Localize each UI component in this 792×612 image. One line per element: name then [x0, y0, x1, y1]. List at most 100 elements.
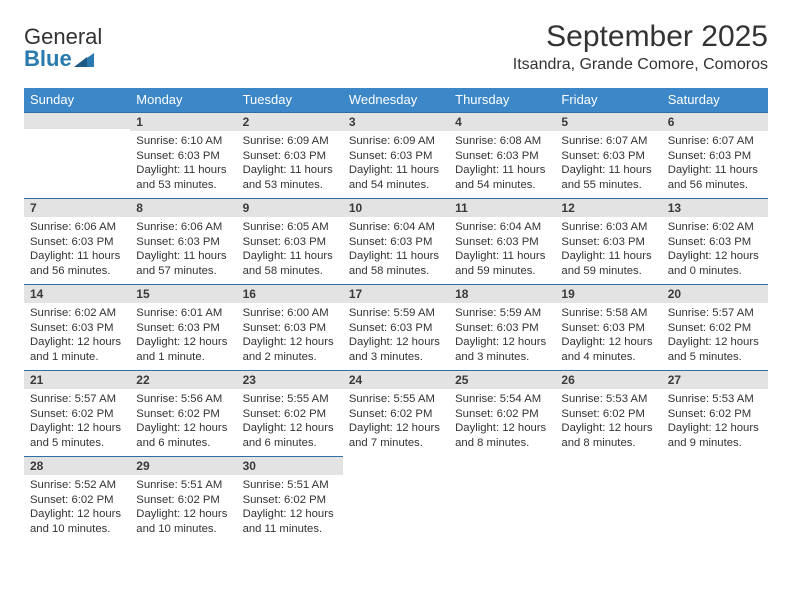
sunrise-value: 6:06 AM — [75, 221, 116, 233]
sunset-line: Sunset: 6:02 PM — [561, 407, 655, 422]
daylight-line: Daylight: 11 hours and 58 minutes. — [243, 249, 337, 278]
calendar-row: 7Sunrise: 6:06 AMSunset: 6:03 PMDaylight… — [24, 198, 768, 284]
sunset-value: 6:02 PM — [390, 408, 432, 420]
day-details: Sunrise: 5:54 AMSunset: 6:02 PMDaylight:… — [449, 389, 555, 453]
calendar-cell — [24, 112, 130, 198]
sunrise-value: 6:08 AM — [500, 135, 541, 147]
sunset-value: 6:03 PM — [603, 236, 645, 248]
daylight-line: Daylight: 11 hours and 53 minutes. — [136, 163, 230, 192]
title-block: September 2025 Itsandra, Grande Comore, … — [513, 20, 768, 84]
day-details: Sunrise: 6:06 AMSunset: 6:03 PMDaylight:… — [24, 217, 130, 281]
sunset-line: Sunset: 6:03 PM — [243, 321, 337, 336]
sunrise-line: Sunrise: 6:01 AM — [136, 306, 230, 321]
day-number: 12 — [555, 198, 661, 217]
sunset-line: Sunset: 6:03 PM — [243, 149, 337, 164]
daylight-prefix: Daylight: — [561, 422, 608, 434]
sunset-prefix: Sunset: — [349, 150, 390, 162]
sunset-prefix: Sunset: — [243, 322, 284, 334]
day-number: 17 — [343, 284, 449, 303]
sunset-value: 6:03 PM — [390, 322, 432, 334]
sunset-line: Sunset: 6:03 PM — [561, 235, 655, 250]
sunset-line: Sunset: 6:02 PM — [243, 407, 337, 422]
calendar-cell: 19Sunrise: 5:58 AMSunset: 6:03 PMDayligh… — [555, 284, 661, 370]
daylight-line: Daylight: 11 hours and 56 minutes. — [668, 163, 762, 192]
daylight-prefix: Daylight: — [561, 164, 608, 176]
daylight-line: Daylight: 11 hours and 59 minutes. — [561, 249, 655, 278]
sunrise-value: 6:03 AM — [606, 221, 647, 233]
daylight-line: Daylight: 12 hours and 5 minutes. — [30, 421, 124, 450]
daylight-line: Daylight: 12 hours and 3 minutes. — [349, 335, 443, 364]
calendar-cell — [662, 456, 768, 542]
month-title: September 2025 — [513, 20, 768, 54]
sunset-value: 6:02 PM — [71, 408, 113, 420]
day-number: 25 — [449, 370, 555, 389]
sunset-value: 6:03 PM — [497, 236, 539, 248]
calendar-cell: 20Sunrise: 5:57 AMSunset: 6:02 PMDayligh… — [662, 284, 768, 370]
calendar-cell: 11Sunrise: 6:04 AMSunset: 6:03 PMDayligh… — [449, 198, 555, 284]
day-number: 21 — [24, 370, 130, 389]
day-details: Sunrise: 5:55 AMSunset: 6:02 PMDaylight:… — [237, 389, 343, 453]
day-details: Sunrise: 6:09 AMSunset: 6:03 PMDaylight:… — [237, 131, 343, 195]
sunrise-value: 6:09 AM — [287, 135, 328, 147]
sunset-line: Sunset: 6:02 PM — [136, 493, 230, 508]
day-details: Sunrise: 5:59 AMSunset: 6:03 PMDaylight:… — [343, 303, 449, 367]
calendar-cell: 6Sunrise: 6:07 AMSunset: 6:03 PMDaylight… — [662, 112, 768, 198]
sunrise-prefix: Sunrise: — [349, 393, 394, 405]
calendar-row: 21Sunrise: 5:57 AMSunset: 6:02 PMDayligh… — [24, 370, 768, 456]
day-details: Sunrise: 6:00 AMSunset: 6:03 PMDaylight:… — [237, 303, 343, 367]
sunrise-line: Sunrise: 5:57 AM — [30, 392, 124, 407]
sunset-value: 6:03 PM — [178, 322, 220, 334]
sunrise-line: Sunrise: 5:53 AM — [561, 392, 655, 407]
daylight-prefix: Daylight: — [668, 422, 715, 434]
sunrise-prefix: Sunrise: — [668, 393, 713, 405]
calendar-cell: 12Sunrise: 6:03 AMSunset: 6:03 PMDayligh… — [555, 198, 661, 284]
daylight-prefix: Daylight: — [349, 422, 396, 434]
calendar-cell: 27Sunrise: 5:53 AMSunset: 6:02 PMDayligh… — [662, 370, 768, 456]
sunrise-value: 5:53 AM — [712, 393, 753, 405]
day-details: Sunrise: 5:51 AMSunset: 6:02 PMDaylight:… — [130, 475, 236, 539]
sunset-value: 6:02 PM — [284, 494, 326, 506]
calendar-cell — [449, 456, 555, 542]
sunset-line: Sunset: 6:02 PM — [243, 493, 337, 508]
day-number: 14 — [24, 284, 130, 303]
calendar-cell: 9Sunrise: 6:05 AMSunset: 6:03 PMDaylight… — [237, 198, 343, 284]
daylight-prefix: Daylight: — [349, 250, 396, 262]
calendar-table: SundayMondayTuesdayWednesdayThursdayFrid… — [24, 88, 768, 542]
sunrise-line: Sunrise: 5:55 AM — [243, 392, 337, 407]
daylight-line: Daylight: 12 hours and 7 minutes. — [349, 421, 443, 450]
daylight-line: Daylight: 12 hours and 5 minutes. — [668, 335, 762, 364]
day-details: Sunrise: 5:51 AMSunset: 6:02 PMDaylight:… — [237, 475, 343, 539]
sunrise-line: Sunrise: 6:09 AM — [349, 134, 443, 149]
sunrise-line: Sunrise: 6:02 AM — [30, 306, 124, 321]
sunset-prefix: Sunset: — [30, 322, 71, 334]
daylight-prefix: Daylight: — [136, 250, 183, 262]
sunset-value: 6:02 PM — [497, 408, 539, 420]
sunrise-prefix: Sunrise: — [136, 479, 181, 491]
calendar-cell: 4Sunrise: 6:08 AMSunset: 6:03 PMDaylight… — [449, 112, 555, 198]
sunrise-prefix: Sunrise: — [668, 221, 713, 233]
sunset-line: Sunset: 6:03 PM — [455, 321, 549, 336]
daylight-prefix: Daylight: — [243, 422, 290, 434]
sunset-prefix: Sunset: — [349, 236, 390, 248]
sunrise-prefix: Sunrise: — [30, 307, 75, 319]
day-number: 8 — [130, 198, 236, 217]
sunset-prefix: Sunset: — [561, 322, 602, 334]
weekday-header: Monday — [130, 88, 236, 112]
sunset-prefix: Sunset: — [243, 494, 284, 506]
daylight-line: Daylight: 11 hours and 57 minutes. — [136, 249, 230, 278]
sunset-value: 6:03 PM — [390, 236, 432, 248]
sunrise-line: Sunrise: 5:52 AM — [30, 478, 124, 493]
sunset-prefix: Sunset: — [243, 408, 284, 420]
daylight-line: Daylight: 11 hours and 55 minutes. — [561, 163, 655, 192]
sunrise-prefix: Sunrise: — [30, 221, 75, 233]
sunset-prefix: Sunset: — [668, 322, 709, 334]
day-number: 26 — [555, 370, 661, 389]
daylight-line: Daylight: 12 hours and 11 minutes. — [243, 507, 337, 536]
day-details: Sunrise: 5:57 AMSunset: 6:02 PMDaylight:… — [662, 303, 768, 367]
day-number: 28 — [24, 456, 130, 475]
sunset-value: 6:03 PM — [284, 322, 326, 334]
sunrise-line: Sunrise: 6:07 AM — [561, 134, 655, 149]
day-details: Sunrise: 5:59 AMSunset: 6:03 PMDaylight:… — [449, 303, 555, 367]
calendar-cell: 14Sunrise: 6:02 AMSunset: 6:03 PMDayligh… — [24, 284, 130, 370]
sunset-value: 6:03 PM — [709, 150, 751, 162]
